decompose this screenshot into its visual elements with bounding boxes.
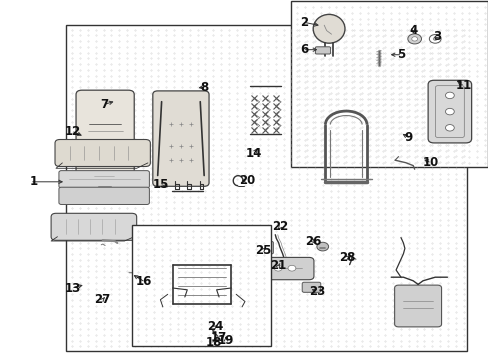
Circle shape (407, 34, 421, 44)
Text: 6: 6 (300, 43, 307, 56)
Text: 21: 21 (270, 259, 286, 272)
Text: 27: 27 (94, 293, 111, 306)
Text: 11: 11 (454, 79, 471, 92)
Text: 5: 5 (396, 48, 404, 61)
FancyBboxPatch shape (59, 171, 149, 188)
Text: 24: 24 (206, 320, 223, 333)
Bar (290, 1, 487, 167)
Ellipse shape (313, 14, 345, 43)
Circle shape (428, 35, 440, 43)
Text: 17: 17 (210, 331, 227, 344)
Text: 4: 4 (408, 24, 416, 37)
Text: 19: 19 (217, 334, 234, 347)
Text: 22: 22 (271, 220, 288, 233)
Text: 15: 15 (152, 178, 168, 191)
FancyBboxPatch shape (302, 282, 320, 292)
Bar (66, 25, 466, 351)
Circle shape (432, 37, 436, 40)
FancyBboxPatch shape (59, 187, 149, 204)
FancyBboxPatch shape (51, 213, 136, 240)
FancyBboxPatch shape (315, 47, 330, 54)
Circle shape (224, 334, 233, 341)
FancyBboxPatch shape (261, 242, 273, 254)
Text: 14: 14 (245, 147, 262, 159)
Circle shape (274, 265, 282, 271)
Text: 23: 23 (308, 285, 325, 298)
FancyBboxPatch shape (55, 140, 150, 166)
FancyBboxPatch shape (427, 80, 470, 143)
Text: 1: 1 (29, 175, 37, 188)
Text: 25: 25 (254, 244, 271, 257)
FancyBboxPatch shape (394, 285, 441, 327)
Text: 16: 16 (136, 275, 152, 288)
Text: 26: 26 (304, 235, 321, 248)
Circle shape (287, 265, 295, 271)
Text: 13: 13 (64, 282, 81, 294)
FancyBboxPatch shape (81, 177, 128, 190)
Text: 28: 28 (338, 251, 355, 264)
Text: 8: 8 (200, 81, 208, 94)
FancyBboxPatch shape (152, 91, 209, 186)
Circle shape (445, 125, 453, 131)
Circle shape (216, 325, 222, 329)
FancyBboxPatch shape (260, 257, 313, 280)
Text: 2: 2 (300, 16, 307, 29)
FancyBboxPatch shape (76, 90, 134, 187)
Text: 7: 7 (100, 98, 108, 111)
Text: 20: 20 (238, 174, 255, 187)
Text: 18: 18 (205, 336, 222, 349)
Bar (132, 225, 271, 346)
Circle shape (411, 37, 417, 41)
Circle shape (316, 242, 328, 251)
Circle shape (445, 92, 453, 99)
Circle shape (445, 108, 453, 115)
Text: 3: 3 (433, 30, 441, 42)
Text: 9: 9 (404, 131, 412, 144)
Text: 12: 12 (64, 125, 81, 138)
Text: 10: 10 (422, 156, 438, 169)
